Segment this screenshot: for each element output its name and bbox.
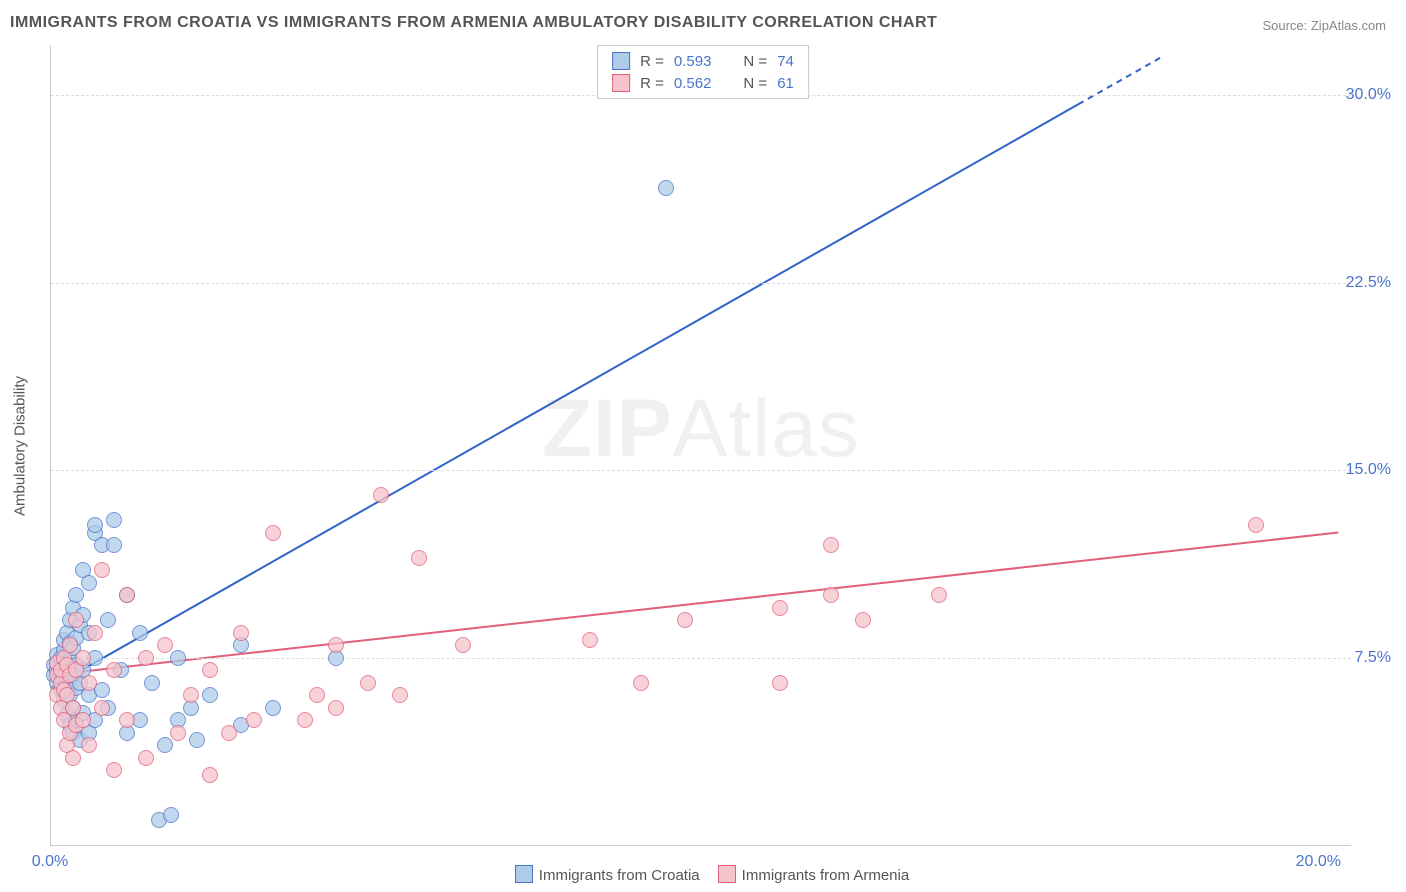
data-point (170, 650, 186, 666)
data-point (658, 180, 674, 196)
data-point (138, 750, 154, 766)
stats-legend-row: R = 0.562 N = 61 (612, 72, 794, 94)
source-label: Source: ZipAtlas.com (1262, 18, 1386, 33)
data-point (411, 550, 427, 566)
series-legend: Immigrants from Croatia Immigrants from A… (0, 865, 1406, 884)
data-point (772, 600, 788, 616)
data-point (106, 537, 122, 553)
data-point (772, 675, 788, 691)
data-point (823, 587, 839, 603)
data-point (265, 525, 281, 541)
r-label: R = (640, 53, 664, 70)
data-point (132, 625, 148, 641)
stats-legend-row: R = 0.593 N = 74 (612, 50, 794, 72)
data-point (582, 632, 598, 648)
legend-label: Immigrants from Armenia (742, 867, 910, 884)
gridline (51, 658, 1351, 659)
data-point (392, 687, 408, 703)
data-point (106, 762, 122, 778)
y-axis-label: Ambulatory Disability (12, 376, 29, 516)
legend-label: Immigrants from Croatia (539, 867, 700, 884)
data-point (106, 512, 122, 528)
data-point (309, 687, 325, 703)
data-point (81, 575, 97, 591)
data-point (246, 712, 262, 728)
data-point (81, 737, 97, 753)
data-point (633, 675, 649, 691)
y-tick-label: 7.5% (1355, 649, 1391, 667)
r-value: 0.593 (674, 53, 712, 70)
data-point (119, 712, 135, 728)
data-point (328, 637, 344, 653)
data-point (100, 612, 116, 628)
data-point (373, 487, 389, 503)
data-point (297, 712, 313, 728)
data-point (94, 700, 110, 716)
data-point (931, 587, 947, 603)
r-value: 0.562 (674, 75, 712, 92)
y-tick-label: 15.0% (1346, 461, 1391, 479)
data-point (75, 650, 91, 666)
y-tick-label: 30.0% (1346, 86, 1391, 104)
n-label: N = (743, 53, 767, 70)
data-point (360, 675, 376, 691)
data-point (68, 587, 84, 603)
data-point (62, 637, 78, 653)
legend-swatch (718, 865, 736, 883)
data-point (1248, 517, 1264, 533)
chart-container: IMMIGRANTS FROM CROATIA VS IMMIGRANTS FR… (0, 0, 1406, 892)
data-point (65, 750, 81, 766)
legend-swatch (515, 865, 533, 883)
data-point (75, 712, 91, 728)
data-point (94, 562, 110, 578)
x-tick-label: 0.0% (32, 853, 68, 871)
data-point (233, 625, 249, 641)
data-point (68, 612, 84, 628)
data-point (823, 537, 839, 553)
data-point (189, 732, 205, 748)
data-point (81, 675, 97, 691)
data-point (138, 650, 154, 666)
chart-title: IMMIGRANTS FROM CROATIA VS IMMIGRANTS FR… (10, 14, 937, 32)
data-point (221, 725, 237, 741)
data-point (328, 700, 344, 716)
data-point (163, 807, 179, 823)
data-point (87, 517, 103, 533)
data-point (855, 612, 871, 628)
data-point (106, 662, 122, 678)
gridline (51, 283, 1351, 284)
n-value: 74 (777, 53, 794, 70)
data-point (144, 675, 160, 691)
y-tick-label: 22.5% (1346, 274, 1391, 292)
n-label: N = (743, 75, 767, 92)
stats-legend: R = 0.593 N = 74 R = 0.562 N = 61 (597, 45, 809, 99)
data-point (455, 637, 471, 653)
data-point (87, 625, 103, 641)
data-point (202, 767, 218, 783)
data-point (119, 587, 135, 603)
data-point (183, 687, 199, 703)
x-tick-label: 20.0% (1296, 853, 1341, 871)
data-point (170, 725, 186, 741)
r-label: R = (640, 75, 664, 92)
legend-swatch (612, 52, 630, 70)
data-point (202, 687, 218, 703)
n-value: 61 (777, 75, 794, 92)
data-point (157, 737, 173, 753)
gridline (51, 470, 1351, 471)
data-point (677, 612, 693, 628)
data-point (202, 662, 218, 678)
data-point (157, 637, 173, 653)
legend-swatch (612, 74, 630, 92)
plot-area: ZIPAtlas (50, 45, 1351, 846)
data-point (265, 700, 281, 716)
